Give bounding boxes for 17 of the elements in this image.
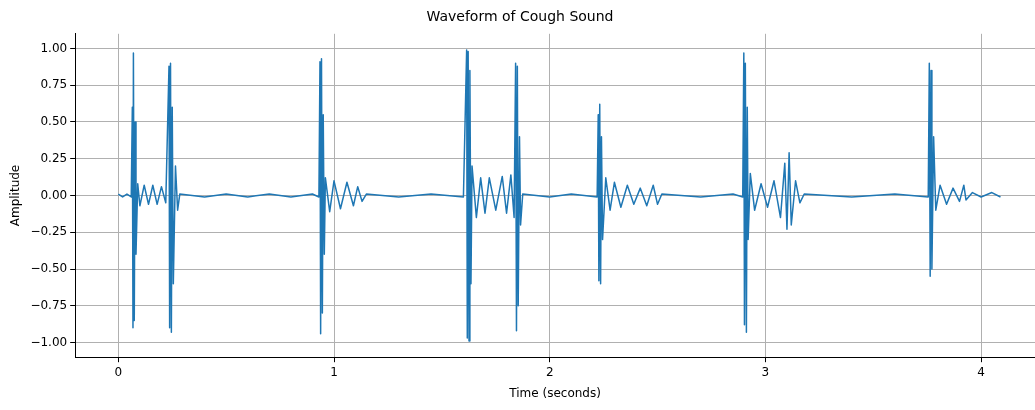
y-tick-label: 0.25 (40, 150, 68, 165)
y-tick-label: −0.25 (30, 224, 68, 239)
x-tick-label: 4 (977, 364, 985, 379)
y-tick-label: −0.50 (30, 261, 68, 276)
x-axis-title: Time (seconds) (508, 385, 601, 400)
y-tick-label: 1.00 (40, 40, 68, 55)
y-axis-title: Amplitude (8, 164, 23, 227)
y-tick-label: 0.00 (40, 187, 68, 202)
y-tick-label: −0.75 (30, 297, 68, 312)
y-tick-label: 0.50 (40, 114, 68, 129)
chart-title: Waveform of Cough Sound (426, 8, 614, 25)
y-tick-label: 0.75 (40, 77, 68, 92)
x-tick-label: 1 (330, 364, 338, 379)
y-tick-label: −1.00 (30, 334, 68, 349)
x-tick-label: 2 (545, 364, 554, 379)
x-tick-label: 0 (114, 364, 123, 379)
x-tick-label: 3 (761, 364, 770, 379)
